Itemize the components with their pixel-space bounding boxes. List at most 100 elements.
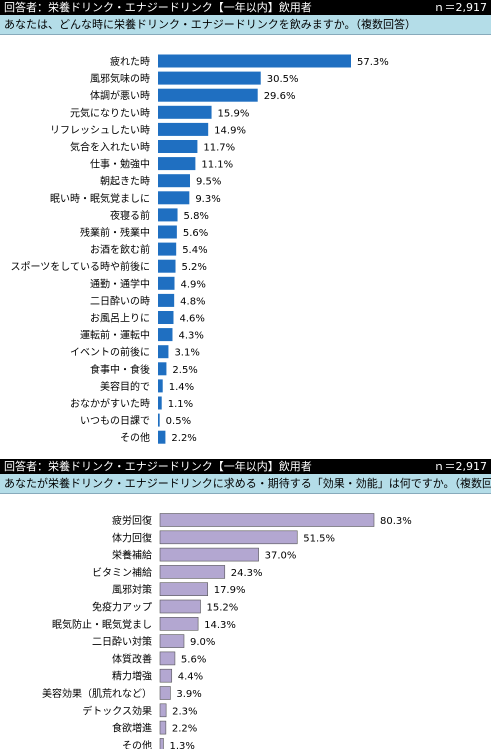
bar: [158, 311, 174, 324]
bar: [158, 208, 178, 222]
value-label: 9.5%: [196, 177, 221, 188]
category-label: 二日酔いの時: [90, 294, 150, 307]
value-label: 51.5%: [303, 533, 335, 544]
value-label: 24.3%: [231, 568, 263, 579]
category-label: 精力増強: [112, 670, 152, 683]
value-label: 5.6%: [181, 654, 206, 665]
value-label: 15.9%: [218, 108, 250, 119]
value-label: 11.7%: [203, 143, 235, 154]
value-label: 14.9%: [214, 125, 246, 136]
category-label: 体質改善: [112, 652, 152, 665]
value-label: 2.2%: [172, 724, 197, 735]
category-label: 免疫力アップ: [92, 601, 152, 614]
chart1-header: 回答者：栄養ドリンク・エナジードリンク【一年以内】飲用者 ｎ＝2,917: [0, 0, 491, 15]
bar: [159, 738, 164, 749]
value-label: 11.1%: [201, 160, 233, 171]
bar: [159, 599, 201, 614]
value-label: 5.4%: [182, 245, 207, 256]
bar: [158, 105, 212, 119]
bar: [158, 362, 167, 376]
value-label: 14.3%: [204, 620, 236, 631]
bar: [159, 582, 209, 596]
chart1-question: あなたは、どんな時に栄養ドリンク・エナジードリンクを飲みますか。（複数回答）: [0, 15, 491, 35]
bar: [159, 530, 298, 545]
bar: [158, 413, 160, 427]
chart2-bar-chart: 疲労回復 80.3% 体力回復 51.5% 栄養補給 37.0% ビタミン補給 24.3% 風邪…: [42, 513, 412, 749]
category-label: 元気になりたい時: [70, 106, 150, 119]
bar: [158, 174, 190, 188]
category-label: いつもの日課で: [80, 414, 150, 427]
bar: [158, 379, 163, 393]
bar: [159, 703, 167, 718]
value-label: 3.9%: [176, 689, 201, 700]
bar: [158, 242, 177, 256]
value-label: 80.3%: [380, 516, 412, 527]
value-label: 2.3%: [172, 706, 197, 717]
bar: [158, 140, 198, 153]
chart1-question-text: あなたは、どんな時に栄養ドリンク・エナジードリンクを飲みますか。（複数回答）: [4, 18, 417, 31]
value-label: 1.1%: [168, 399, 193, 410]
category-label: 体力回復: [112, 531, 152, 544]
value-label: 57.3%: [357, 57, 389, 68]
value-label: 9.3%: [195, 194, 220, 205]
bar: [158, 345, 169, 359]
value-label: 1.3%: [169, 741, 194, 749]
bar: [158, 430, 166, 444]
bar: [158, 328, 173, 342]
value-label: 17.9%: [214, 585, 246, 596]
category-label: 美容効果（肌荒れなど）: [42, 687, 152, 700]
category-label: 通勤・通学中: [90, 277, 150, 290]
bar: [158, 396, 162, 410]
category-label: スポーツをしている時や前後に: [11, 260, 151, 273]
bar: [159, 720, 167, 735]
bar: [158, 225, 177, 239]
bar: [158, 71, 261, 85]
value-label: 15.2%: [207, 603, 239, 614]
category-label: その他: [120, 431, 150, 444]
chart2-header: 回答者：栄養ドリンク・エナジードリンク【一年以内】飲用者 ｎ＝2,917: [0, 459, 491, 474]
chart2-sample-size: ｎ＝2,917: [433, 460, 488, 473]
bar: [159, 686, 171, 700]
category-label: 食事中・食後: [90, 363, 150, 376]
bar: [159, 513, 375, 527]
category-label: 食欲増進: [112, 722, 152, 735]
bar: [159, 651, 176, 666]
category-label: 風邪気味の時: [90, 72, 150, 85]
chart2-question-text: あなたが栄養ドリンク・エナジードリンクに求める・期待する「効果・効能」は何ですか…: [4, 477, 491, 490]
category-label: 美容目的で: [100, 380, 150, 393]
category-label: 疲れた時: [110, 55, 150, 68]
value-label: 30.5%: [267, 74, 299, 85]
bar: [158, 88, 258, 102]
value-label: 9.0%: [190, 637, 215, 648]
value-label: 2.5%: [172, 365, 197, 376]
value-label: 3.1%: [174, 348, 199, 359]
chart1-bar-chart: 疲れた時 57.3% 風邪気味の時 30.5% 体調が悪い時 29.6% 元気になりたい時 1…: [11, 54, 389, 444]
bar: [158, 276, 175, 290]
bar: [158, 191, 190, 205]
category-label: 栄養補給: [112, 549, 152, 562]
category-label: その他: [122, 739, 152, 749]
value-label: 0.5%: [166, 416, 191, 427]
chart2-question: あなたが栄養ドリンク・エナジードリンクに求める・期待する「効果・効能」は何ですか…: [0, 474, 491, 494]
bar: [158, 157, 196, 171]
category-label: お風呂上りに: [90, 313, 150, 325]
category-label: 風邪対策: [112, 583, 152, 596]
value-label: 5.8%: [184, 211, 209, 222]
value-label: 5.2%: [182, 262, 207, 273]
value-label: 4.9%: [181, 279, 206, 290]
category-label: 眠気防止・眠気覚まし: [52, 618, 152, 631]
category-label: リフレッシュしたい時: [50, 124, 150, 136]
category-label: デトックス効果: [82, 704, 152, 717]
category-label: 気合を入れたい時: [70, 141, 150, 154]
bar: [158, 259, 176, 273]
category-label: イベントの前後に: [70, 346, 150, 359]
value-label: 2.2%: [171, 433, 196, 444]
category-label: 夜寝る前: [110, 209, 150, 222]
value-label: 4.4%: [178, 672, 203, 683]
category-label: 眠い時・眠気覚ましに: [50, 192, 150, 205]
bar: [159, 547, 259, 562]
bar: [159, 617, 199, 631]
category-label: 疲労回復: [112, 514, 152, 527]
value-label: 1.4%: [169, 382, 194, 393]
bar: [158, 54, 351, 68]
